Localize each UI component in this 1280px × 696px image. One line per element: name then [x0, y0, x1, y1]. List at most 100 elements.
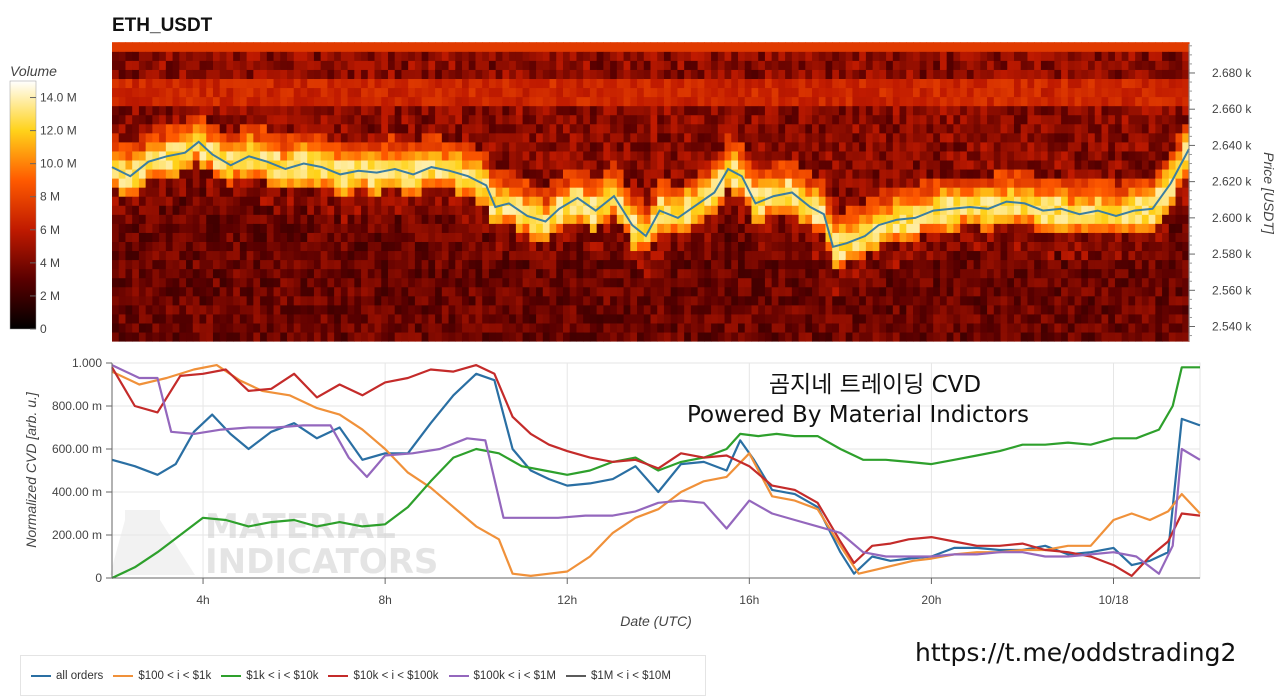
- heatmap-cell: [926, 250, 934, 261]
- heatmap-cell: [987, 196, 995, 206]
- heatmap-cell: [791, 196, 800, 206]
- heatmap-cell: [569, 114, 578, 125]
- heatmap-cell: [334, 159, 342, 170]
- heatmap-cell: [502, 87, 510, 98]
- heatmap-cell: [1047, 168, 1055, 179]
- heatmap-cell: [906, 268, 914, 279]
- heatmap-cell: [630, 304, 638, 315]
- heatmap-cell: [643, 250, 652, 261]
- heatmap-cell: [1013, 241, 1022, 252]
- heatmap-cell: [771, 205, 779, 215]
- heatmap-cell: [731, 69, 739, 80]
- heatmap-cell: [643, 322, 652, 333]
- heatmap-cell: [239, 69, 248, 80]
- heatmap-cell: [744, 141, 753, 152]
- heatmap-cell: [872, 96, 880, 107]
- heatmap-cell: [455, 159, 463, 170]
- heatmap-cell: [152, 295, 160, 306]
- heatmap-cell: [886, 304, 894, 315]
- heatmap-cell: [637, 268, 645, 279]
- heatmap-cell: [872, 168, 880, 179]
- heatmap-cell: [462, 105, 470, 116]
- heatmap-cell: [462, 295, 470, 306]
- heatmap-cell: [845, 331, 854, 342]
- heatmap-cell: [266, 150, 275, 161]
- heatmap-cell: [536, 304, 544, 315]
- heatmap-cell: [717, 123, 726, 134]
- heatmap-cell: [569, 123, 578, 134]
- heatmap-cell: [529, 295, 537, 306]
- heatmap-cell: [381, 51, 389, 61]
- heatmap-cell: [529, 223, 537, 233]
- heatmap-cell: [145, 214, 153, 224]
- heatmap-cell: [677, 250, 685, 261]
- heatmap-cell: [374, 214, 382, 224]
- heatmap-cell: [233, 277, 241, 288]
- heatmap-cell: [1061, 87, 1069, 98]
- heatmap-cell: [886, 42, 894, 52]
- heatmap-cell: [462, 286, 470, 297]
- heatmap-cell: [886, 313, 894, 324]
- heatmap-cell: [515, 105, 524, 116]
- heatmap-cell: [1088, 295, 1096, 306]
- heatmap-cell: [387, 304, 396, 315]
- heatmap-cell: [549, 250, 557, 261]
- heatmap-cell: [637, 277, 645, 288]
- heatmap-cell: [684, 331, 692, 342]
- heatmap-cell: [293, 150, 302, 161]
- heatmap-cell: [657, 141, 665, 152]
- heatmap-cell: [1027, 196, 1035, 206]
- heatmap-cell: [212, 232, 221, 242]
- heatmap-cell: [1047, 322, 1055, 333]
- heatmap-cell: [859, 250, 867, 261]
- heatmap-cell: [630, 60, 638, 70]
- heatmap-cell: [340, 214, 349, 224]
- heatmap-cell: [1114, 114, 1123, 125]
- heatmap-cell: [125, 96, 133, 107]
- heatmap-cell: [1000, 132, 1008, 143]
- heatmap-cell: [1114, 322, 1123, 333]
- heatmap-cell: [764, 141, 773, 152]
- heatmap-cell: [1061, 132, 1069, 143]
- heatmap-cell: [643, 105, 652, 116]
- heatmap-cell: [138, 141, 147, 152]
- heatmap-cell: [1121, 232, 1130, 242]
- heatmap-cell: [798, 331, 806, 342]
- heatmap-cell: [287, 123, 295, 134]
- heatmap-cell: [502, 295, 510, 306]
- heatmap-cell: [933, 304, 941, 315]
- heatmap-cell: [239, 78, 248, 89]
- heatmap-cell: [859, 78, 867, 89]
- heatmap-cell: [293, 60, 302, 70]
- heatmap-cell: [892, 304, 901, 315]
- heatmap-cell: [266, 123, 275, 134]
- heatmap-cell: [374, 250, 382, 261]
- heatmap-cell: [401, 259, 409, 270]
- heatmap-cell: [778, 304, 786, 315]
- heatmap-cell: [926, 42, 934, 52]
- heatmap-cell: [509, 286, 517, 297]
- heatmap-cell: [623, 42, 631, 52]
- heatmap-cell: [381, 78, 389, 89]
- heatmap-cell: [798, 132, 806, 143]
- heatmap-cell: [933, 277, 941, 288]
- heatmap-cell: [1000, 60, 1008, 70]
- heatmap-cell: [987, 286, 995, 297]
- heatmap-cell: [926, 259, 934, 270]
- heatmap-cell: [152, 114, 160, 125]
- heatmap-cell: [1027, 42, 1035, 52]
- heatmap-cell: [771, 322, 779, 333]
- heatmap-cell: [933, 313, 941, 324]
- heatmap-cell: [764, 69, 773, 80]
- heatmap-cell: [838, 123, 847, 134]
- heatmap-cell: [1040, 69, 1049, 80]
- heatmap-cell: [536, 150, 544, 161]
- heatmap-cell: [960, 159, 968, 170]
- heatmap-cell: [583, 132, 591, 143]
- heatmap-cell: [387, 277, 396, 288]
- heatmap-cell: [327, 178, 335, 188]
- heatmap-cell: [953, 223, 961, 233]
- heatmap-cell: [865, 42, 874, 52]
- heatmap-cell: [266, 114, 275, 125]
- heatmap-cell: [260, 168, 268, 179]
